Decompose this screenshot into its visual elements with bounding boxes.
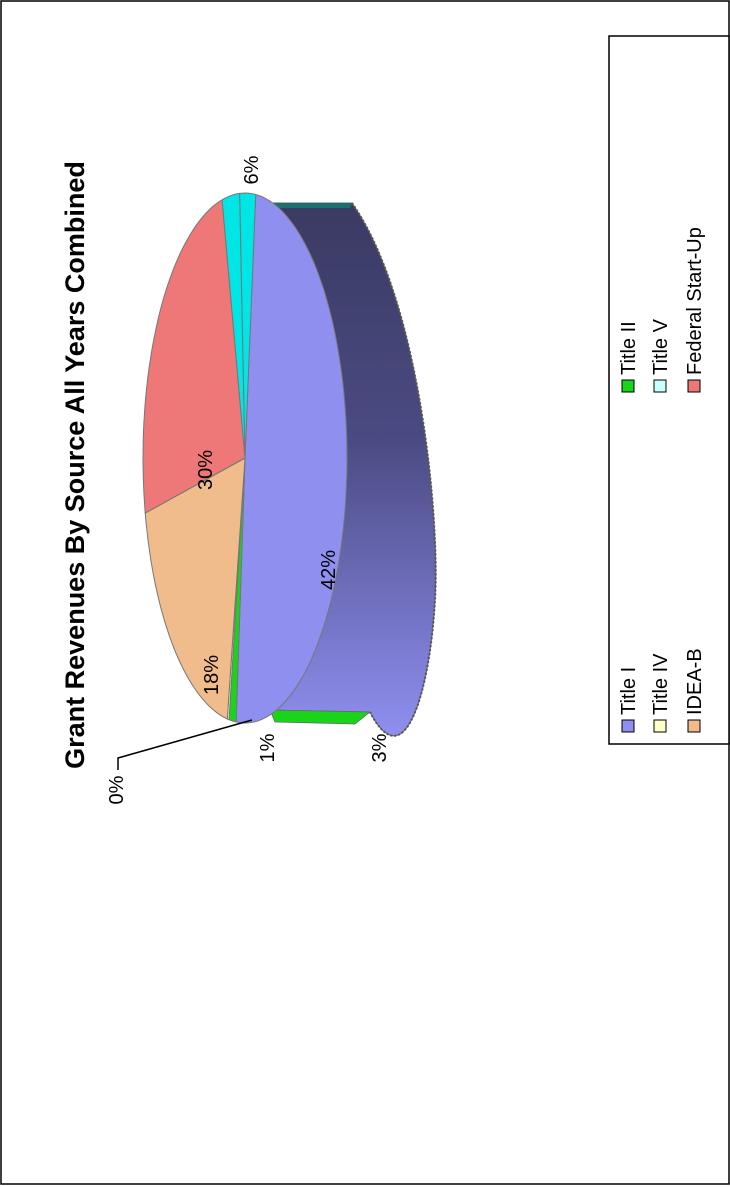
pie-slice-unlabeled bbox=[221, 192, 246, 459]
data-label-idea-b: 18% bbox=[201, 655, 223, 695]
legend-swatch-title-i bbox=[621, 719, 635, 733]
pie-side-dark-cap bbox=[262, 203, 352, 208]
data-label-federal-start-up: 30% bbox=[195, 450, 217, 490]
pie-side-edge bbox=[351, 202, 437, 737]
legend-swatch-federal-start-up bbox=[687, 379, 701, 393]
legend-swatch-idea-b bbox=[687, 719, 701, 733]
data-label-top: 6% bbox=[241, 155, 263, 184]
legend-label-title-v: Title V bbox=[650, 318, 672, 375]
legend-label-idea-b: IDEA-B bbox=[684, 648, 706, 715]
pie-slice-idea-b bbox=[144, 457, 246, 720]
pie-slice-federal-start-up bbox=[142, 198, 246, 514]
data-label-title-i: 42% bbox=[318, 550, 340, 590]
legend-label-federal-start-up: Federal Start-Up bbox=[684, 227, 706, 375]
data-label-title-iv: 0% bbox=[106, 775, 128, 804]
leader-line bbox=[117, 719, 253, 770]
pie-chart bbox=[142, 192, 437, 737]
chart-title: Grant Revenues By Source All Years Combi… bbox=[60, 161, 90, 769]
legend-label-title-ii: Title II bbox=[618, 321, 640, 375]
legend-label-title-i: Title I bbox=[618, 667, 640, 715]
pie-side-green-cap bbox=[269, 709, 372, 725]
data-label-title-ii: 3% bbox=[369, 733, 391, 762]
legend-swatch-title-ii bbox=[621, 379, 635, 393]
legend-swatch-title-iv bbox=[653, 719, 667, 733]
data-labels: 42% 3% 0% 1% 18% 30% 6% bbox=[106, 155, 391, 804]
legend-swatch-title-v bbox=[653, 379, 667, 393]
pie-slice-title-i bbox=[235, 193, 348, 724]
legend: Title I Title IV IDEA-B Title II Title V Fede… bbox=[608, 35, 730, 745]
data-label-title-v: 1% bbox=[257, 733, 279, 762]
legend-label-title-iv: Title IV bbox=[650, 653, 672, 715]
pie-slice-title-v bbox=[239, 192, 257, 459]
